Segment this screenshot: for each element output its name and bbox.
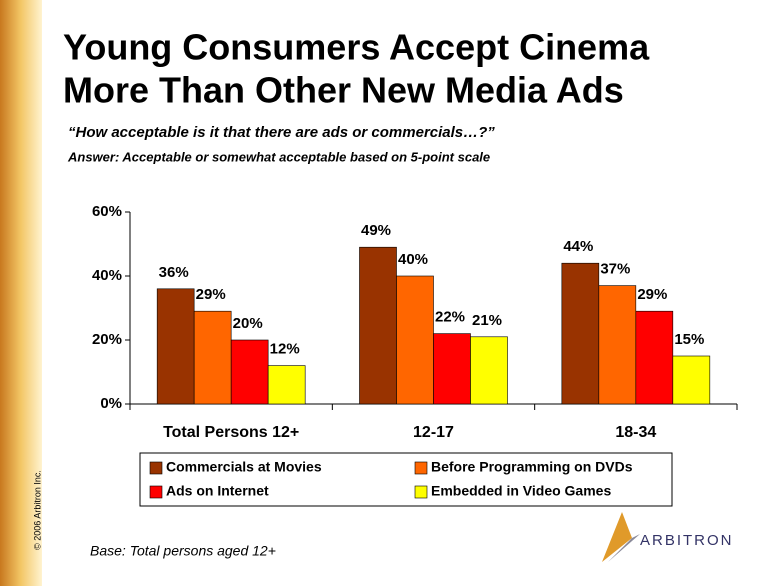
side-strip [0, 0, 42, 586]
bar [193, 310, 232, 405]
y-tick-label: 20% [92, 331, 122, 348]
value-label: 12% [270, 341, 300, 358]
y-tick-label: 40% [92, 267, 122, 284]
y-tick-label: 60% [92, 203, 122, 220]
answer: Answer: Acceptable or somewhat acceptabl… [67, 149, 490, 164]
note: Base: Total persons aged 12+ [90, 543, 276, 559]
legend-box [139, 452, 673, 507]
value-label: 29% [637, 286, 667, 303]
bar [598, 285, 637, 405]
bar [230, 339, 269, 405]
legend-swatch [414, 461, 428, 475]
legend-label: Before Programming on DVDs [431, 459, 633, 475]
x-tick-label: 18-34 [615, 424, 656, 441]
bar [635, 310, 674, 405]
value-label: 49% [361, 222, 391, 239]
bar [470, 336, 508, 405]
value-label: 44% [563, 238, 593, 255]
legend-label: Ads on Internet [166, 483, 269, 499]
x-tick-label: 12-17 [413, 424, 454, 441]
logo: ARBITRON [602, 512, 734, 562]
legend-swatch [414, 485, 428, 499]
legend-label: Commercials at Movies [166, 459, 322, 475]
bar [267, 365, 306, 405]
logo-shape [602, 512, 632, 562]
legend-label: Embedded in Video Games [431, 483, 611, 499]
bar [156, 288, 195, 405]
bar [396, 275, 434, 405]
value-label: 37% [600, 261, 630, 278]
value-label: 22% [435, 309, 465, 326]
value-label: 15% [674, 331, 704, 348]
value-label: 40% [398, 251, 428, 268]
value-label: 20% [233, 315, 263, 332]
value-label: 36% [159, 264, 189, 281]
x-tick-label: Total Persons 12+ [163, 424, 299, 441]
bar [561, 262, 600, 405]
value-label: 21% [472, 312, 502, 329]
title-line: More Than Other New Media Ads [63, 70, 624, 111]
legend-swatch [149, 461, 163, 475]
logo-shape [608, 534, 640, 562]
copyright: © 2006 Arbitron Inc. [32, 470, 42, 550]
subtitle: “How acceptable is it that there are ads… [68, 124, 495, 141]
bar [672, 355, 711, 405]
legend-swatch [149, 485, 163, 499]
bar [433, 333, 471, 405]
value-label: 29% [196, 286, 226, 303]
y-tick-label: 0% [100, 395, 122, 412]
bar [359, 246, 397, 405]
logo-text: ARBITRON [640, 532, 734, 549]
title-line: Young Consumers Accept Cinema [63, 27, 650, 68]
